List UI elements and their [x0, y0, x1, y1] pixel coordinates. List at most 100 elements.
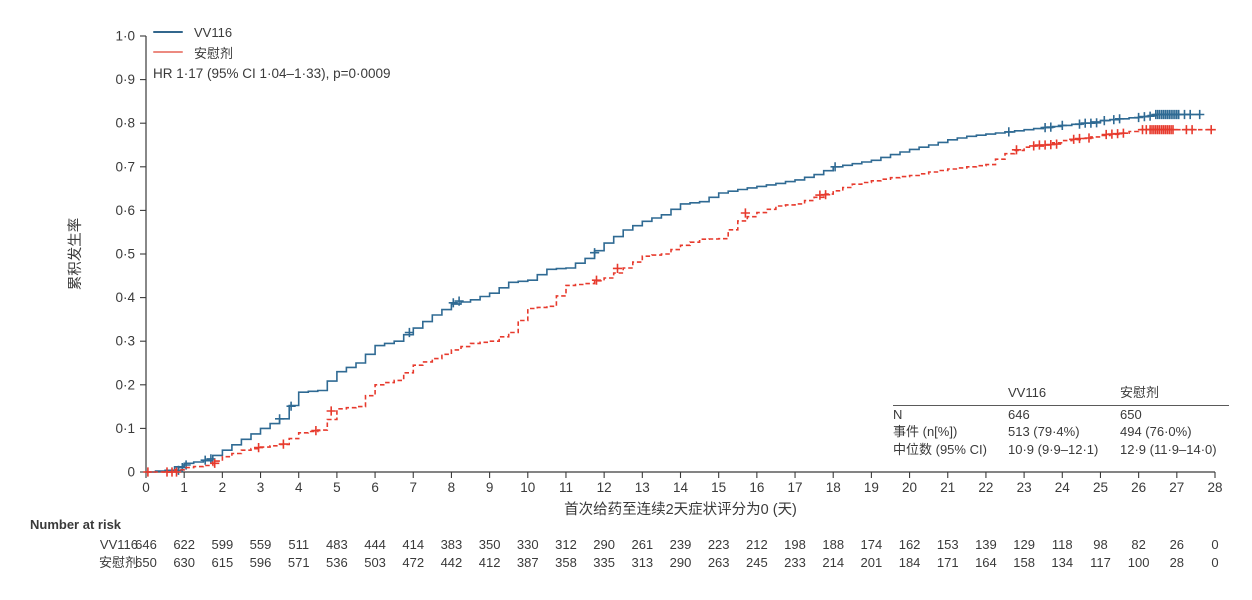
- risk-count: 233: [784, 555, 806, 570]
- risk-count: 263: [708, 555, 730, 570]
- censor-plus-mark: [1109, 115, 1119, 125]
- risk-count: 290: [593, 537, 615, 552]
- y-tick-label: 0·9: [115, 72, 135, 87]
- x-tick-label: 26: [1131, 480, 1146, 495]
- risk-count: 442: [441, 555, 463, 570]
- risk-count: 171: [937, 555, 959, 570]
- legend-line-swatch-vv116: [153, 30, 183, 34]
- stats-header-empty: [893, 385, 1008, 406]
- risk-count: 188: [822, 537, 844, 552]
- risk-count: 536: [326, 555, 348, 570]
- x-tick-label: 8: [448, 480, 456, 495]
- risk-count: 599: [212, 537, 234, 552]
- risk-count: 245: [746, 555, 768, 570]
- censor-plus-mark: [275, 414, 285, 424]
- x-axis-title: 首次给药至连续2天症状评分为0 (天): [564, 501, 797, 518]
- stats-row-events-vv116: 513 (79·4%): [1008, 424, 1080, 439]
- censor-plus-mark: [1145, 111, 1155, 121]
- censor-plus-mark: [1195, 109, 1205, 120]
- y-tick-label: 0: [127, 465, 135, 480]
- censor-marks-placebo: [143, 125, 1216, 477]
- x-tick-label: 9: [486, 480, 494, 495]
- censor-plus-mark: [830, 162, 840, 172]
- stats-row-events-label: 事件 (n[%]): [893, 424, 958, 439]
- x-tick-label: 20: [902, 480, 917, 495]
- censor-plus-mark: [1074, 119, 1085, 129]
- risk-count: 214: [822, 555, 844, 570]
- km-curve-placebo: [146, 128, 1212, 473]
- censor-plus-mark: [1092, 118, 1102, 128]
- x-tick-label: 15: [711, 480, 726, 495]
- x-tick-label: 12: [597, 480, 612, 495]
- y-tick-label: 0·1: [115, 421, 135, 436]
- risk-count: 212: [746, 537, 768, 552]
- risk-count: 596: [250, 555, 272, 570]
- x-tick-label: 22: [978, 480, 993, 495]
- censor-plus-mark: [1206, 125, 1216, 135]
- stats-row-median-label: 中位数 (95% CI): [893, 441, 987, 457]
- x-tick-label: 10: [520, 480, 535, 495]
- censor-plus-mark: [171, 467, 182, 477]
- x-tick-label: 0: [142, 480, 150, 495]
- risk-count: 118: [1052, 537, 1073, 552]
- x-tick-label: 23: [1017, 480, 1032, 495]
- risk-row-label: VV116: [100, 537, 138, 552]
- censor-plus-mark: [1168, 125, 1178, 135]
- risk-count: 414: [402, 537, 424, 552]
- censor-plus-mark: [448, 298, 458, 308]
- censor-plus-mark: [278, 439, 288, 449]
- censor-plus-mark: [740, 208, 750, 218]
- stats-row-n-label: N: [893, 406, 903, 422]
- legend-label-vv116: VV116: [194, 24, 233, 40]
- risk-count: 650: [135, 555, 157, 570]
- stats-header-vv116: VV116: [1008, 385, 1120, 406]
- stats-row-events-placebo: 494 (76·0%): [1120, 424, 1192, 439]
- risk-count: 117: [1090, 555, 1111, 570]
- x-tick-label: 16: [749, 480, 764, 495]
- censor-plus-mark: [1187, 125, 1197, 135]
- risk-count: 383: [441, 537, 463, 552]
- censor-plus-mark: [1185, 109, 1195, 120]
- censor-plus-mark: [286, 401, 296, 411]
- legend-item-vv116: VV116: [153, 22, 233, 42]
- risk-count: 129: [1013, 537, 1035, 552]
- number-at-risk-title: Number at risk: [30, 517, 122, 532]
- risk-count: 622: [173, 537, 195, 552]
- legend-line-swatch-placebo: [153, 50, 183, 54]
- risk-count: 261: [631, 537, 653, 552]
- summary-stats-table: VV116 安慰剂 N 646 650 事件 (n[%]) 513 (79·4%…: [893, 385, 1229, 458]
- censor-plus-mark: [311, 426, 321, 436]
- x-tick-label: 27: [1169, 480, 1184, 495]
- censor-plus-mark: [1029, 141, 1039, 151]
- x-tick-label: 11: [559, 480, 573, 495]
- risk-count: 630: [173, 555, 195, 570]
- risk-row-label: 安慰剂: [99, 555, 138, 570]
- censor-plus-mark: [1046, 122, 1056, 132]
- risk-count: 444: [364, 537, 386, 552]
- x-tick-label: 3: [257, 480, 265, 495]
- risk-count: 412: [479, 555, 501, 570]
- censor-plus-mark: [821, 190, 831, 200]
- risk-count: 559: [250, 537, 272, 552]
- risk-count: 158: [1013, 555, 1035, 570]
- censor-plus-mark: [326, 406, 336, 416]
- km-curve-vv116: [146, 113, 1200, 473]
- censor-plus-mark: [1084, 133, 1094, 143]
- censor-plus-mark: [1057, 120, 1067, 130]
- risk-count: 198: [784, 537, 806, 552]
- risk-count: 290: [670, 555, 692, 570]
- stats-row-n-vv116: 646: [1008, 406, 1030, 422]
- x-tick-label: 17: [788, 480, 803, 495]
- risk-count: 239: [670, 537, 692, 552]
- y-tick-label: 0·5: [115, 247, 135, 262]
- censor-plus-mark: [200, 455, 210, 465]
- censor-marks-vv116: [173, 109, 1205, 475]
- censor-plus-mark: [1074, 133, 1085, 144]
- x-tick-label: 13: [635, 480, 650, 495]
- censor-plus-mark: [612, 263, 623, 273]
- y-tick-label: 0·6: [115, 203, 135, 218]
- censor-plus-mark: [254, 443, 264, 453]
- risk-count: 330: [517, 537, 539, 552]
